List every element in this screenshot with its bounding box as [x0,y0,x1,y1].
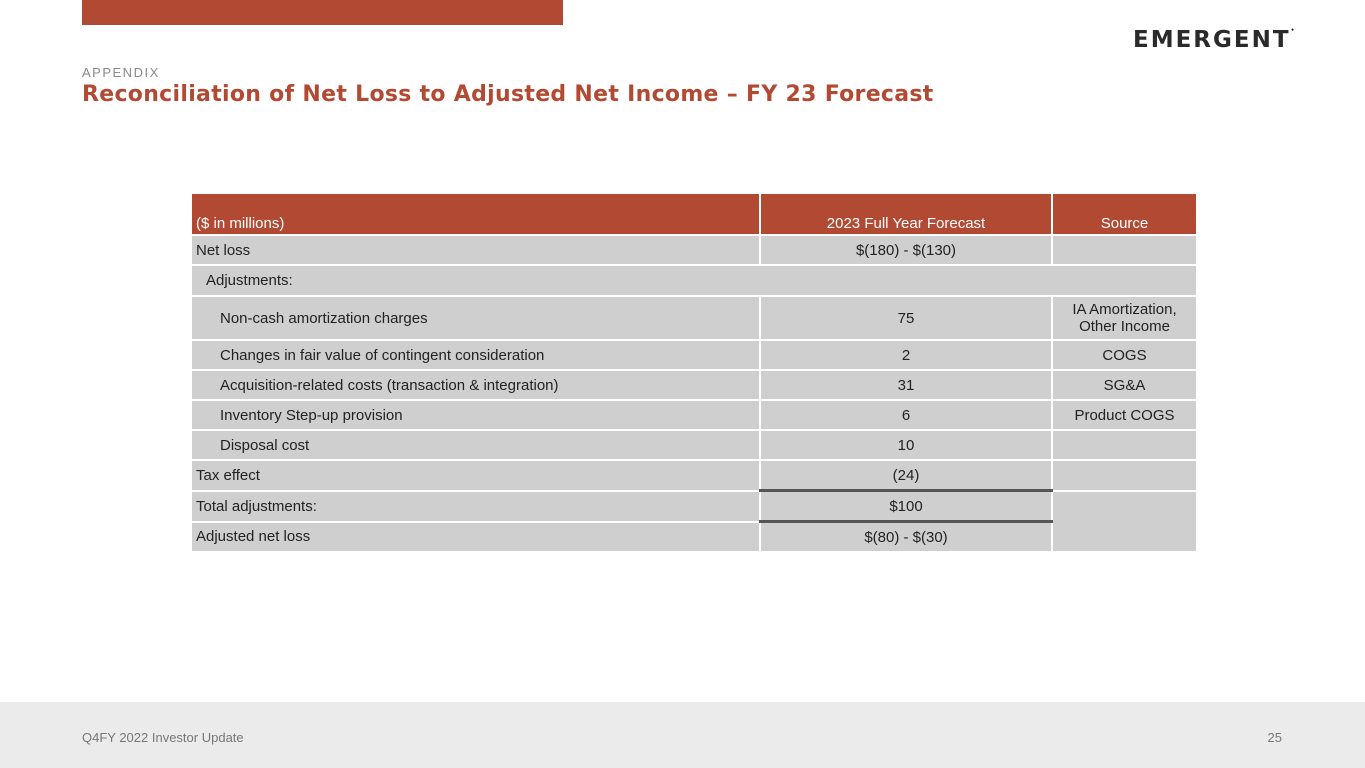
row-value: 10 [759,429,1053,461]
footer-title: Q4FY 2022 Investor Update [82,730,244,745]
footer: Q4FY 2022 Investor Update 25 [0,702,1365,768]
table-row: Changes in fair value of contingent cons… [190,339,1198,371]
row-source: Product COGS [1051,399,1198,431]
row-value: 31 [759,369,1053,401]
row-source [1051,489,1198,553]
page-number: 25 [1267,730,1282,745]
table-header: ($ in millions) 2023 Full Year Forecast So… [190,192,1198,236]
row-label: Changes in fair value of contingent cons… [190,339,761,371]
row-label: Inventory Step-up provision [190,399,761,431]
row-label: Tax effect [190,459,761,492]
table-row: Disposal cost 10 [190,429,1198,461]
table-row: Net loss $(180) - $(130) [190,234,1198,266]
row-source [1051,459,1198,492]
row-value: $100 [759,489,1053,523]
table-row: Total adjustments: $100 [190,489,1198,553]
header-cell: Source [1051,192,1198,236]
section-label: APPENDIX [82,65,160,80]
row-label: Adjustments: [190,264,1198,297]
table-row: Adjustments: [190,264,1198,297]
table-row: Adjusted net loss $(80) - $(30) [190,520,1197,553]
row-value: (24) [759,459,1053,492]
reconciliation-table: ($ in millions) 2023 Full Year Forecast So… [190,192,1198,553]
row-value: 75 [759,295,1053,341]
row-label: Acquisition-related costs (transaction &… [190,369,761,401]
table-row: Tax effect (24) [190,459,1198,492]
row-value: $(80) - $(30) [759,520,1053,553]
row-label: Non-cash amortization charges [190,295,761,341]
row-value: 2 [759,339,1053,371]
table-row: Non-cash amortization charges 75 IA Amorti… [190,295,1198,341]
row-source: COGS [1051,339,1198,371]
row-label: Total adjustments: [190,489,761,523]
page-title: Reconciliation of Net Loss to Adjusted N… [82,82,934,107]
row-source: IA Amortization, Other Income [1051,295,1198,341]
row-source: SG&A [1051,369,1198,401]
table-row: Acquisition-related costs (transaction &… [190,369,1198,401]
table-row: Inventory Step-up provision 6 Product COGS [190,399,1198,431]
row-label: Disposal cost [190,429,761,461]
row-value: 6 [759,399,1053,431]
accent-bar [82,0,563,25]
row-source [1051,234,1198,266]
row-value: $(180) - $(130) [759,234,1053,266]
emergent-logo: EMERGENT• [1133,27,1297,53]
row-label: Net loss [190,234,761,266]
row-source [1051,429,1198,461]
header-cell: 2023 Full Year Forecast [759,192,1053,236]
header-cell: ($ in millions) [190,192,761,236]
row-label: Adjusted net loss [190,520,761,553]
